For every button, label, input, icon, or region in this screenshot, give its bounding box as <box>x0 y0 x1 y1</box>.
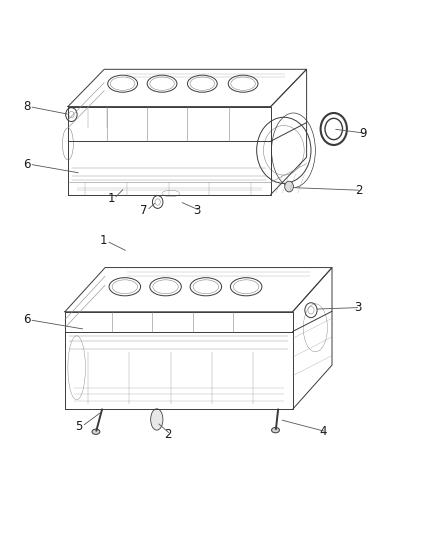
Text: 3: 3 <box>194 204 201 217</box>
Text: 1: 1 <box>100 235 107 247</box>
Text: 6: 6 <box>23 158 30 171</box>
Text: 7: 7 <box>140 204 148 217</box>
Text: 2: 2 <box>164 428 172 441</box>
Text: 3: 3 <box>354 301 361 314</box>
Ellipse shape <box>151 409 163 430</box>
Text: 2: 2 <box>355 184 362 197</box>
Ellipse shape <box>272 427 279 433</box>
Text: 9: 9 <box>359 127 367 140</box>
Circle shape <box>285 181 293 192</box>
Ellipse shape <box>92 429 100 434</box>
Text: 6: 6 <box>23 313 30 326</box>
Text: 4: 4 <box>320 425 327 438</box>
Text: 5: 5 <box>75 420 83 433</box>
Text: 1: 1 <box>107 192 115 205</box>
Text: 8: 8 <box>23 100 30 113</box>
